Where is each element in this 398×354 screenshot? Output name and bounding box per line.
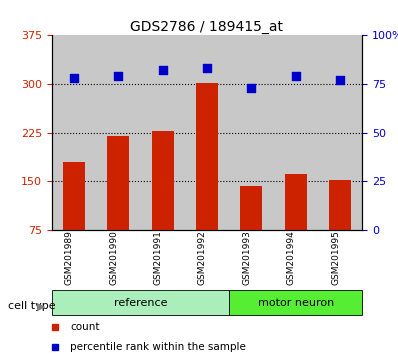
Bar xyxy=(52,290,229,315)
Bar xyxy=(229,35,273,230)
Bar xyxy=(63,162,85,279)
Text: cell type: cell type xyxy=(8,301,56,311)
Point xyxy=(248,85,254,91)
Bar xyxy=(318,35,362,230)
Point xyxy=(160,68,166,73)
Point xyxy=(115,73,121,79)
Point xyxy=(293,73,299,79)
Text: reference: reference xyxy=(114,298,167,308)
Text: count: count xyxy=(70,322,100,332)
Title: GDS2786 / 189415_at: GDS2786 / 189415_at xyxy=(131,21,283,34)
Bar xyxy=(240,186,262,279)
Bar xyxy=(196,83,218,279)
Point xyxy=(337,77,343,83)
Bar xyxy=(52,35,96,230)
Point xyxy=(204,65,210,71)
Bar xyxy=(96,35,140,230)
Bar xyxy=(140,35,185,230)
Bar xyxy=(185,35,229,230)
Text: motor neuron: motor neuron xyxy=(258,298,334,308)
Text: GSM201990: GSM201990 xyxy=(109,230,118,285)
Bar xyxy=(229,290,362,315)
Text: ▶: ▶ xyxy=(37,301,46,311)
Text: GSM201989: GSM201989 xyxy=(65,230,74,285)
Text: GSM201991: GSM201991 xyxy=(154,230,163,285)
Bar xyxy=(285,174,307,279)
Text: GSM201993: GSM201993 xyxy=(242,230,251,285)
Bar xyxy=(107,136,129,279)
Text: GSM201992: GSM201992 xyxy=(198,230,207,285)
Text: GSM201994: GSM201994 xyxy=(287,230,296,285)
Text: percentile rank within the sample: percentile rank within the sample xyxy=(70,342,246,352)
Text: GSM201995: GSM201995 xyxy=(331,230,340,285)
Point xyxy=(71,75,77,81)
Bar xyxy=(273,35,318,230)
Bar xyxy=(152,131,174,279)
Bar xyxy=(329,180,351,279)
